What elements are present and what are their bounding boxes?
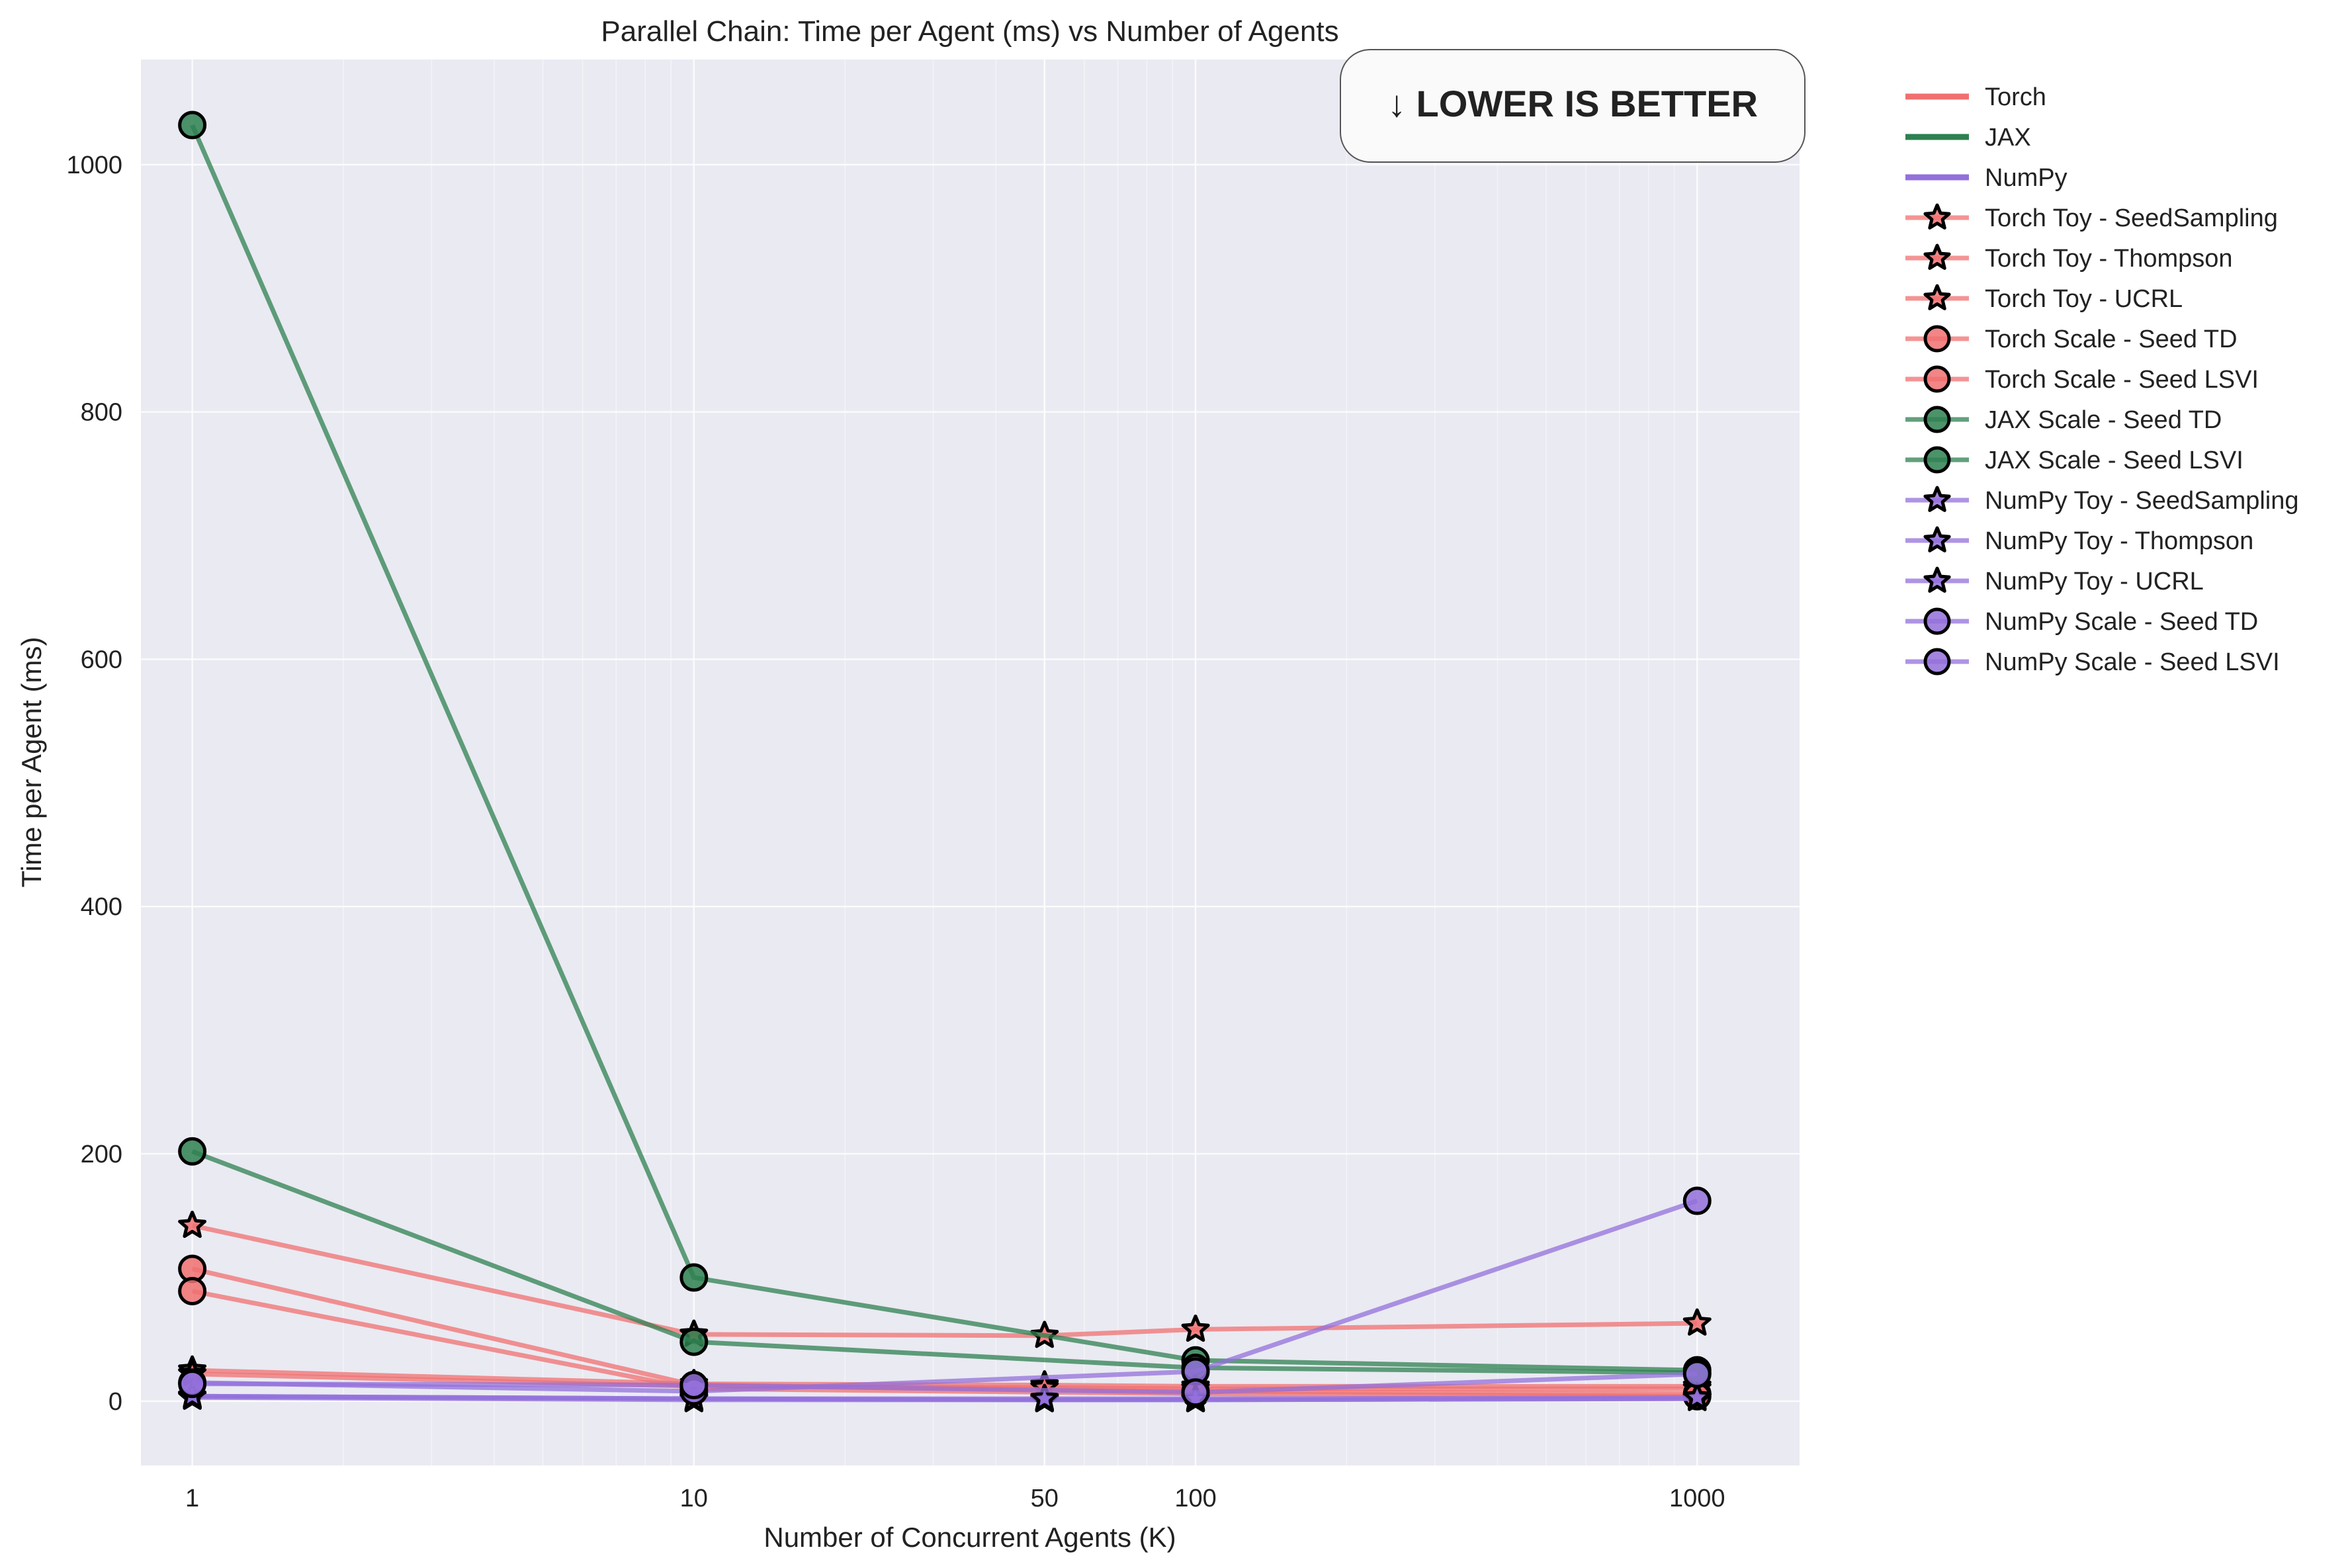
data-point <box>178 1137 207 1166</box>
legend-label: Torch Toy - SeedSampling <box>1985 204 2278 232</box>
series-line <box>191 1289 1698 1399</box>
chart-title: Parallel Chain: Time per Agent (ms) vs N… <box>601 15 1338 48</box>
legend-entry: NumPy <box>1905 164 2068 192</box>
y-tick-label: 800 <box>81 399 122 427</box>
data-point <box>1181 1378 1210 1407</box>
legend-label: JAX Scale - Seed LSVI <box>1985 447 2243 474</box>
legend: Torch JAX NumPy Torch Toy - SeedSampling Tor… <box>1905 83 2299 676</box>
legend-entry: Torch Scale - Seed TD <box>1905 325 2238 353</box>
data-point <box>679 1327 709 1356</box>
legend-marker <box>1923 203 1951 230</box>
data-point <box>1682 1382 1712 1410</box>
legend-entry: NumPy Scale - Seed TD <box>1905 607 2258 636</box>
legend-marker <box>1923 486 1951 512</box>
y-axis-label: Time per Agent (ms) <box>16 637 47 888</box>
data-point <box>679 1263 709 1292</box>
data-point <box>1682 1360 1712 1389</box>
legend-label: Torch <box>1985 83 2046 111</box>
legend-marker <box>1923 526 1951 552</box>
legend-label: NumPy Scale - Seed TD <box>1985 608 2258 636</box>
annotation-text: ↓ LOWER IS BETTER <box>1387 83 1758 124</box>
legend-label: NumPy Toy - UCRL <box>1985 568 2204 595</box>
legend-entry: Torch Scale - Seed LSVI <box>1905 365 2259 394</box>
x-tick-label: 1 <box>185 1485 199 1512</box>
x-tick-label: 1000 <box>1669 1485 1725 1512</box>
legend-entry: JAX Scale - Seed LSVI <box>1905 446 2243 474</box>
data-point <box>1030 1383 1059 1411</box>
legend-label: JAX Scale - Seed TD <box>1985 406 2222 434</box>
legend-entry: NumPy Toy - SeedSampling <box>1905 486 2299 515</box>
data-point <box>178 1276 207 1305</box>
data-point <box>1181 1314 1210 1342</box>
legend-marker <box>1923 566 1951 593</box>
y-tick-label: 400 <box>81 893 122 921</box>
x-axis-label: Number of Concurrent Agents (K) <box>763 1522 1176 1553</box>
annotation-frame <box>1340 49 1806 163</box>
legend-entry: NumPy Scale - Seed LSVI <box>1905 648 2280 676</box>
legend-label: Torch Scale - Seed LSVI <box>1985 366 2259 394</box>
y-tick-label: 0 <box>109 1388 122 1416</box>
grid <box>141 60 1800 1465</box>
axes: 1 10 50 100 1000 0 200 400 600 800 1000 <box>66 152 1725 1512</box>
legend-marker <box>1923 607 1951 635</box>
legend-marker <box>1923 243 1951 270</box>
series-line <box>192 1393 1698 1401</box>
y-tick-label: 200 <box>81 1141 122 1168</box>
data-point <box>1682 1186 1712 1215</box>
legend-entry: Torch Toy - SeedSampling <box>1905 203 2278 232</box>
legend-marker <box>1923 284 1951 310</box>
y-tick-label: 1000 <box>66 152 122 179</box>
data-point <box>178 1210 207 1239</box>
legend-entry: JAX Scale - Seed TD <box>1905 406 2222 434</box>
legend-entry: Torch Toy - UCRL <box>1905 284 2183 313</box>
legend-label: NumPy <box>1985 164 2068 192</box>
legend-marker <box>1923 446 1951 474</box>
x-tick-label: 50 <box>1031 1485 1059 1512</box>
legend-entry: NumPy Toy - Thompson <box>1905 526 2253 555</box>
data-point <box>178 110 207 140</box>
x-tick-label: 100 <box>1174 1485 1216 1512</box>
legend-entry: Torch <box>1905 83 2046 111</box>
legend-label: JAX <box>1985 124 2031 152</box>
plot-area <box>141 60 1800 1465</box>
y-tick-label: 600 <box>81 646 122 674</box>
series-layer <box>178 110 1712 1413</box>
legend-entry: JAX <box>1905 124 2031 152</box>
legend-label: Torch Scale - Seed TD <box>1985 326 2238 353</box>
legend-marker <box>1923 325 1951 353</box>
annotation-box: ↓ LOWER IS BETTER <box>1340 49 1806 163</box>
legend-marker <box>1923 406 1951 433</box>
series-line <box>191 1149 1698 1375</box>
legend-label: Torch Toy - UCRL <box>1985 285 2183 313</box>
series-line <box>192 1198 1698 1394</box>
legend-marker <box>1923 648 1951 675</box>
data-point <box>178 1370 207 1399</box>
legend-label: NumPy Toy - SeedSampling <box>1985 487 2299 515</box>
data-point <box>1682 1308 1712 1336</box>
data-point <box>679 1371 709 1400</box>
legend-label: NumPy Toy - Thompson <box>1985 527 2253 555</box>
legend-entry: Torch Toy - Thompson <box>1905 243 2233 273</box>
series-line <box>190 124 1698 1373</box>
legend-label: Torch Toy - Thompson <box>1985 245 2233 273</box>
x-tick-label: 10 <box>680 1485 708 1512</box>
series <box>178 1360 1712 1407</box>
legend-label: NumPy Scale - Seed LSVI <box>1985 648 2280 676</box>
series-line <box>192 1372 1698 1395</box>
legend-entry: NumPy Toy - UCRL <box>1905 566 2204 595</box>
legend-marker <box>1923 365 1951 393</box>
